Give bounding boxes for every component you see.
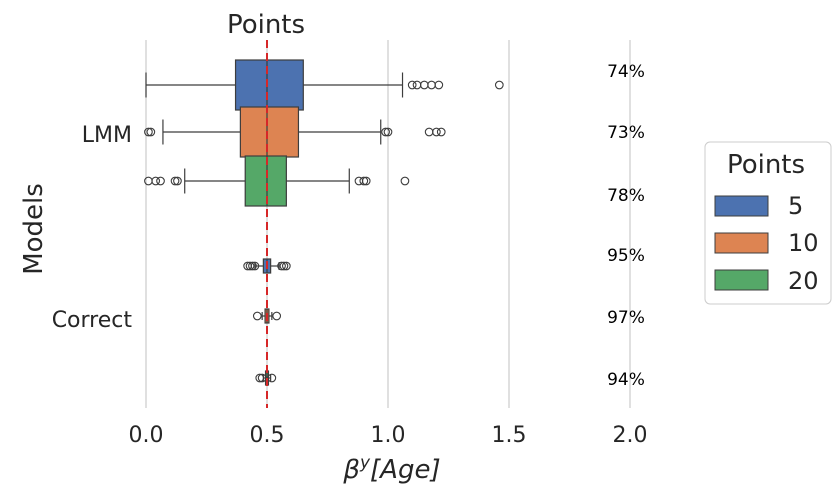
outlier-correct-5-1 xyxy=(245,261,255,271)
coverage-label-3: 95% xyxy=(607,246,645,266)
legend-swatch-5 xyxy=(714,195,769,217)
x-tick-label-4: 2.0 xyxy=(613,423,648,448)
x-tick-label-2: 1.0 xyxy=(371,423,406,448)
outlier-lmm-20-8 xyxy=(400,176,410,186)
legend-swatch-10 xyxy=(714,232,769,254)
outlier-lmm-20-7 xyxy=(361,176,371,186)
legend-swatch-20 xyxy=(714,269,769,291)
outlier-lmm-20-6 xyxy=(359,176,369,186)
box-group-lmm-10 xyxy=(144,106,446,158)
outlier-correct-20-2 xyxy=(267,373,277,383)
outlier-lmm-10-3 xyxy=(383,127,393,137)
outlier-correct-5-5 xyxy=(279,261,289,271)
outlier-lmm-10-1 xyxy=(146,127,156,137)
coverage-label-1: 73% xyxy=(607,123,645,143)
outlier-lmm-5-1 xyxy=(412,80,422,90)
y-tick-label-lmm: LMM xyxy=(82,123,132,148)
outlier-correct-5-4 xyxy=(277,261,286,271)
legend-label-5: 5 xyxy=(788,192,803,220)
x-axis-label: βy[Age] xyxy=(342,453,440,485)
outlier-lmm-20-3 xyxy=(170,176,180,186)
x-axis-label-beta: β xyxy=(342,455,360,485)
chart-title: Points xyxy=(227,10,305,40)
outlier-correct-10-1 xyxy=(272,311,282,321)
coverage-label-0: 74% xyxy=(607,62,645,82)
outlier-correct-5-2 xyxy=(248,261,257,271)
outlier-lmm-5-3 xyxy=(427,80,436,90)
outlier-lmm-20-2 xyxy=(156,176,165,186)
outlier-correct-5-6 xyxy=(282,261,291,271)
box-group-lmm-5 xyxy=(145,59,504,111)
legend-title: Points xyxy=(727,150,805,180)
outlier-lmm-5-0 xyxy=(407,80,417,90)
coverage-annotations: 74% 73% 78% 95% 97% 94% xyxy=(607,62,645,390)
outlier-lmm-10-6 xyxy=(436,127,446,137)
outlier-lmm-10-4 xyxy=(424,127,434,137)
outlier-lmm-10-5 xyxy=(432,127,441,137)
y-tick-label-correct: Correct xyxy=(52,308,133,333)
box-lmm-5 xyxy=(234,59,304,111)
coverage-label-2: 78% xyxy=(607,186,645,206)
legend-label-20: 20 xyxy=(788,267,819,295)
coverage-label-5: 94% xyxy=(607,370,645,390)
x-tick-label-3: 1.5 xyxy=(492,423,527,448)
legend: Points 5 10 20 xyxy=(704,141,832,305)
x-tick-labels: 0.0 0.5 1.0 1.5 2.0 xyxy=(129,423,648,448)
outlier-correct-20-0 xyxy=(255,373,265,383)
outlier-lmm-10-2 xyxy=(381,127,390,137)
outlier-lmm-20-1 xyxy=(151,176,161,186)
outlier-lmm-5-2 xyxy=(419,80,429,90)
x-axis-label-rest: [Age] xyxy=(370,455,441,485)
outlier-lmm-5-5 xyxy=(494,80,504,90)
box-groups xyxy=(144,59,504,386)
box-group-lmm-20 xyxy=(144,155,410,207)
outlier-correct-20-1 xyxy=(257,373,267,383)
box-group-correct-20 xyxy=(255,370,277,386)
y-axis-label: Models xyxy=(19,183,49,275)
box-lmm-10 xyxy=(239,106,300,158)
box-lmm-20 xyxy=(244,155,287,207)
x-axis-label-sup: y xyxy=(359,453,371,473)
outlier-lmm-10-0 xyxy=(144,127,153,137)
coverage-label-4: 97% xyxy=(607,308,645,328)
outlier-correct-5-3 xyxy=(250,261,260,271)
legend-label-10: 10 xyxy=(788,229,819,257)
x-tick-label-1: 0.5 xyxy=(250,423,285,448)
outlier-lmm-5-4 xyxy=(434,80,444,90)
outlier-lmm-20-4 xyxy=(173,176,182,186)
legend-frame xyxy=(704,141,832,305)
outlier-correct-10-0 xyxy=(252,311,262,321)
gridlines xyxy=(145,40,631,408)
x-tick-label-0: 0.0 xyxy=(129,423,164,448)
